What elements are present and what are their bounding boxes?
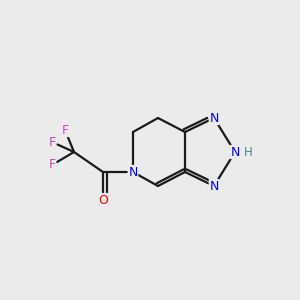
Text: N: N (209, 179, 219, 193)
Text: F: F (48, 158, 56, 172)
Text: H: H (244, 146, 253, 158)
Text: O: O (98, 194, 108, 206)
Text: F: F (61, 124, 69, 136)
Text: N: N (128, 166, 138, 178)
Text: F: F (48, 136, 56, 148)
Text: N: N (230, 146, 240, 158)
Text: N: N (209, 112, 219, 124)
